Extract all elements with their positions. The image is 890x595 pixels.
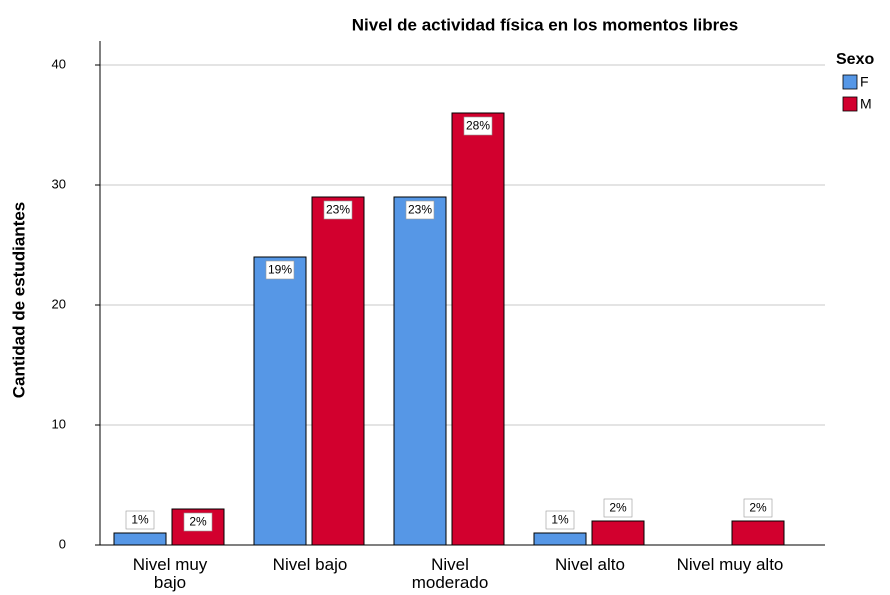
x-tick-label: Nivel bajo <box>273 555 348 574</box>
bar <box>451 112 505 546</box>
x-tick-label: Nivel muy bajo <box>133 555 208 592</box>
data-label: 2% <box>189 515 207 529</box>
data-label-box <box>125 510 155 530</box>
data-label: 2% <box>609 501 627 515</box>
chart-title: Nivel de actividad física en los momento… <box>352 15 738 34</box>
y-tick-label: 40 <box>52 56 66 71</box>
data-label-box <box>265 260 295 280</box>
legend-label: M <box>860 96 872 112</box>
y-tick-label: 10 <box>52 416 66 431</box>
data-label-box <box>463 116 493 136</box>
bar <box>113 532 167 546</box>
bar <box>311 196 365 546</box>
y-tick-label: 30 <box>52 176 66 191</box>
data-label-box <box>405 200 435 220</box>
y-tick-label: 0 <box>59 536 66 551</box>
data-label: 19% <box>268 263 292 277</box>
bar <box>533 532 587 546</box>
data-label-box <box>743 498 773 518</box>
data-label: 1% <box>131 513 149 527</box>
bar <box>731 520 785 546</box>
data-label: 28% <box>466 119 490 133</box>
data-label-box <box>323 200 353 220</box>
data-label-box <box>183 512 213 532</box>
data-label: 23% <box>326 203 350 217</box>
data-label: 23% <box>408 203 432 217</box>
bar <box>393 196 447 546</box>
data-label-box <box>603 498 633 518</box>
legend-label: F <box>860 74 869 90</box>
legend-swatch <box>842 96 858 112</box>
legend-swatch <box>842 74 858 90</box>
data-label: 2% <box>749 501 767 515</box>
y-axis-title: Cantidad de estudiantes <box>9 202 28 398</box>
bar <box>591 520 645 546</box>
x-tick-label: Nivel muy alto <box>677 555 784 574</box>
legend-title: Sexo <box>836 51 874 68</box>
y-tick-label: 20 <box>52 296 66 311</box>
data-label-box <box>545 510 575 530</box>
bar <box>253 256 307 546</box>
x-tick-label: Nivel moderado <box>412 555 489 592</box>
data-label: 1% <box>551 513 569 527</box>
x-tick-label: Nivel alto <box>555 555 625 574</box>
